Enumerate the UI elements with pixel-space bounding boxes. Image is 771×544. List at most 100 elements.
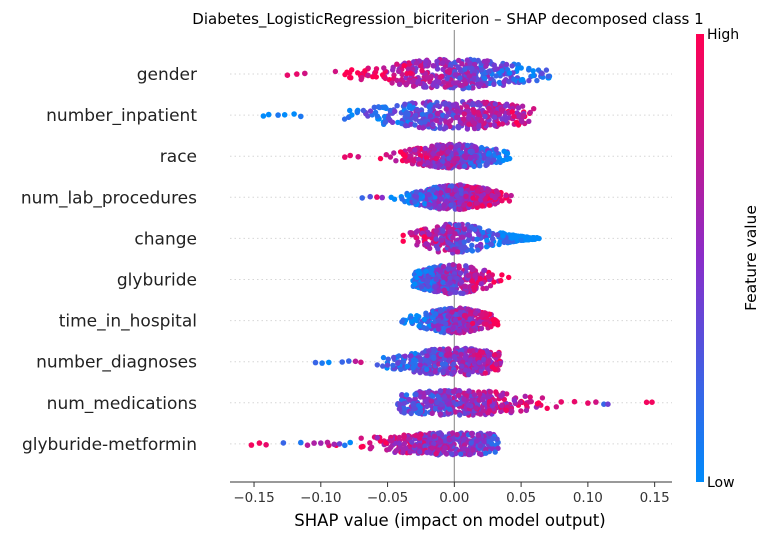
shap-point xyxy=(383,440,389,446)
shap-point xyxy=(455,125,462,131)
shap-point-outlier xyxy=(347,439,354,446)
shap-point xyxy=(479,66,485,73)
shap-point xyxy=(466,232,472,238)
shap-point xyxy=(469,242,475,248)
shap-point xyxy=(498,277,504,284)
shap-point xyxy=(445,313,451,319)
shap-point xyxy=(475,109,481,116)
shap-point xyxy=(457,368,464,375)
shap-point xyxy=(486,150,492,156)
shap-point xyxy=(418,284,425,290)
shap-point xyxy=(493,188,499,194)
shap-point xyxy=(403,158,410,164)
shap-point xyxy=(449,430,456,436)
shap-point xyxy=(453,450,459,457)
shap-point xyxy=(401,441,407,447)
shap-point xyxy=(440,228,446,234)
shap-point xyxy=(437,268,444,274)
shap-point xyxy=(491,157,497,163)
shap-point xyxy=(424,353,430,359)
shap-point xyxy=(492,101,498,107)
shap-point xyxy=(395,119,401,126)
shap-point xyxy=(368,444,375,450)
shap-point xyxy=(480,229,486,236)
shap-point xyxy=(459,61,465,67)
shap-point xyxy=(461,396,467,402)
shap-point xyxy=(450,102,456,108)
shap-point xyxy=(530,72,536,79)
shap-point xyxy=(478,144,485,151)
shap-point xyxy=(462,66,468,72)
shap-point xyxy=(477,275,483,282)
shap-point xyxy=(544,405,550,411)
shap-point xyxy=(476,359,482,366)
shap-point xyxy=(424,278,431,285)
shap-point-outlier xyxy=(374,194,380,200)
shap-point xyxy=(457,239,464,245)
shap-point xyxy=(400,238,406,244)
shap-point xyxy=(457,412,463,418)
shap-point xyxy=(417,442,423,449)
shap-point xyxy=(438,351,444,358)
data-points xyxy=(248,56,655,458)
shap-point xyxy=(416,323,422,329)
shap-point xyxy=(436,317,442,323)
shap-point xyxy=(425,160,431,166)
shap-point xyxy=(358,435,364,441)
shap-point xyxy=(434,66,441,72)
shap-point xyxy=(456,200,463,206)
shap-point xyxy=(453,114,460,120)
shap-point xyxy=(399,319,405,325)
shap-point xyxy=(453,187,459,193)
shap-point xyxy=(435,326,442,332)
shap-point xyxy=(430,393,436,399)
shap-point xyxy=(360,443,366,450)
shap-point-outlier xyxy=(281,112,288,118)
x-tick-label: 0.10 xyxy=(573,490,603,506)
shap-point xyxy=(465,272,471,279)
shap-point xyxy=(472,153,478,159)
shap-point xyxy=(491,279,497,285)
shap-point xyxy=(441,287,447,293)
shap-point xyxy=(441,394,448,400)
shap-point xyxy=(499,68,505,74)
shap-point xyxy=(437,411,443,417)
shap-point xyxy=(442,321,449,327)
shap-point-outlier xyxy=(275,112,281,118)
shap-point xyxy=(470,266,476,272)
shap-point xyxy=(445,389,451,395)
shap-point xyxy=(503,407,510,414)
shap-point xyxy=(473,364,479,371)
shap-point xyxy=(460,116,467,122)
shap-point xyxy=(471,163,477,170)
shap-point xyxy=(399,392,405,399)
shap-point xyxy=(433,228,439,234)
shap-point xyxy=(419,67,425,74)
shap-point xyxy=(479,349,486,356)
shap-point xyxy=(456,263,462,269)
shap-point xyxy=(362,68,368,74)
shap-point xyxy=(425,274,431,280)
shap-point xyxy=(553,404,559,410)
shap-point xyxy=(475,247,481,253)
shap-point xyxy=(483,63,489,69)
shap-point xyxy=(511,397,518,404)
shap-point xyxy=(436,162,443,168)
shap-point xyxy=(466,85,472,91)
shap-point xyxy=(407,70,413,76)
shap-point xyxy=(474,438,480,444)
shap-point xyxy=(435,246,441,252)
shap-point xyxy=(445,161,451,168)
shap-point xyxy=(423,155,430,161)
shap-point xyxy=(396,353,402,359)
shap-point xyxy=(461,163,468,169)
shap-point xyxy=(371,104,378,111)
shap-point xyxy=(432,368,438,375)
shap-point xyxy=(466,201,473,207)
shap-point xyxy=(451,361,457,367)
shap-point xyxy=(452,231,458,237)
shap-point xyxy=(433,155,439,162)
shap-point xyxy=(424,358,430,364)
shap-point xyxy=(451,369,457,375)
